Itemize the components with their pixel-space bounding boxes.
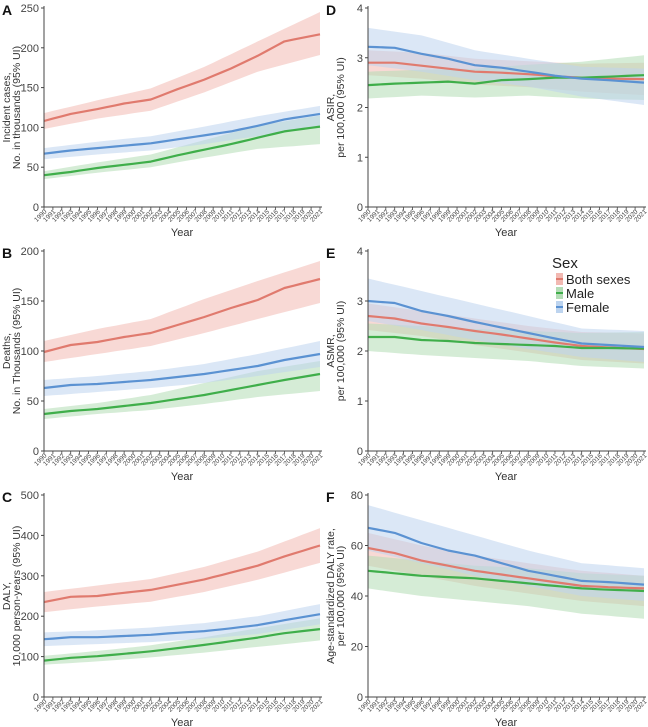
panel-C-female-line [43, 613, 321, 641]
panel-C-both-line [43, 544, 321, 604]
panel-F-y-tick-label: 0 [357, 692, 363, 704]
panel-C-y-tick-label: 400 [21, 530, 39, 542]
panel-A-y-tick-label: 250 [21, 3, 39, 15]
panel-C-both-ui-band [44, 528, 320, 613]
panel-B-y-tick-label: 0 [33, 446, 39, 458]
panel-E-y-label-line1: ASMR, [325, 334, 337, 367]
panel-F-y-tick-label: 40 [351, 591, 363, 603]
panel-C-y-tick-label: 0 [33, 692, 39, 704]
panel-B-y-label-line1: Deaths, [1, 333, 13, 369]
panel-B: 0501001502001990199119921993199419951996… [1, 245, 325, 483]
panel-C-y-label-line2: 10,000 person-years (95% UI) [11, 526, 23, 667]
panel-D-letter: D [326, 2, 336, 18]
panel-C-letter: C [2, 489, 12, 505]
panel-A-both-line [43, 33, 321, 123]
panel-A-y-tick-label: 0 [33, 202, 39, 214]
panel-B-y-tick-label: 50 [27, 396, 39, 408]
panel-B-letter: B [2, 245, 12, 261]
panel-B-y-label-line2: No. in Thousands (95% UI) [11, 288, 23, 414]
panel-A-x-label: Year [171, 227, 194, 239]
panel-A-y-label-line2: No. in thousands (95% UI) [11, 46, 23, 169]
panel-F-both-line [367, 546, 645, 590]
panel-D-y-tick-label: 2 [357, 103, 363, 115]
panel-E: 0123419901991199219931994199519961997199… [325, 245, 648, 483]
panel-A-y-tick-label: 100 [21, 122, 39, 134]
panel-B-both-line [43, 277, 321, 354]
panel-E-female-line [367, 299, 645, 349]
panel-E-y-tick-label: 4 [357, 246, 363, 258]
panel-F: 0204060801990199119921993199419951996199… [325, 489, 648, 727]
panel-B-female-line [43, 352, 321, 390]
legend-label-female: Female [566, 300, 609, 315]
panel-E-male-line [368, 335, 645, 350]
panel-F-female-ui-band [368, 505, 644, 601]
panel-D: 0123419901991199219931994199519961997199… [325, 2, 648, 239]
panel-A-y-label-line1: Incident cases, [1, 72, 13, 142]
panel-F-y-label-line1: Age-standardized DALY rate, [325, 528, 337, 664]
panel-A-y-tick-label: 50 [27, 162, 39, 174]
sex-legend: Sex Both sexes Male Female [552, 255, 631, 315]
panel-D-y-label-line1: ASIR, [325, 94, 337, 121]
panel-F-female-line [367, 526, 645, 586]
panel-F-y-tick-label: 60 [351, 541, 363, 553]
panel-E-y-label-line2: per 100,000 (95% UI) [335, 301, 347, 401]
panel-D-y-tick-label: 0 [357, 202, 363, 214]
panel-A-letter: A [2, 2, 12, 18]
legend-label-male: Male [566, 286, 594, 301]
panel-A-female-line [43, 112, 321, 155]
panel-F-letter: F [326, 489, 335, 505]
panel-E-y-tick-label: 2 [357, 346, 363, 358]
panel-D-y-tick-label: 3 [357, 53, 363, 65]
panel-B-y-tick-label: 100 [21, 346, 39, 358]
panel-D-female-ui-band [368, 27, 644, 105]
panel-E-letter: E [326, 245, 335, 261]
panel-E-x-label: Year [495, 471, 518, 483]
panel-E-y-tick-label: 0 [357, 446, 363, 458]
panel-F-y-label-line2: per 100,000 (95% UI) [335, 546, 347, 646]
panel-F-y-tick-label: 80 [351, 490, 363, 502]
panel-B-y-tick-label: 150 [21, 296, 39, 308]
panel-F-x-label: Year [495, 717, 518, 727]
panel-B-x-label: Year [171, 471, 194, 483]
panel-C-male-line [43, 628, 321, 662]
panel-D-y-label-line2: per 100,000 (95% UI) [335, 57, 347, 157]
panel-D-y-tick-label: 1 [357, 152, 363, 164]
panel-E-y-tick-label: 1 [357, 396, 363, 408]
panel-B-male-line [43, 372, 321, 416]
panel-D-y-tick-label: 4 [357, 3, 363, 15]
panel-A-y-tick-label: 150 [21, 83, 39, 95]
panel-C-y-tick-label: 200 [21, 611, 39, 623]
panel-E-y-tick-label: 3 [357, 296, 363, 308]
panel-B-both-ui-band [44, 261, 320, 362]
panel-C-x-label: Year [171, 717, 194, 727]
panel-A-y-tick-label: 200 [21, 43, 39, 55]
panel-F-male-ui-band [368, 555, 644, 619]
panel-A: 0501001502002501990199119921993199419951… [1, 2, 325, 239]
panel-C: 0100200300400500199019911992199319941995… [1, 489, 325, 727]
panel-C-y-label-line1: DALY, [1, 582, 13, 610]
panel-F-y-tick-label: 20 [351, 642, 363, 654]
legend-title: Sex [552, 255, 578, 272]
panel-C-y-tick-label: 300 [21, 571, 39, 583]
panel-D-x-label: Year [495, 227, 518, 239]
panel-D-both-line [368, 61, 645, 81]
panel-A-both-ui-band [44, 12, 320, 129]
panel-C-y-tick-label: 500 [21, 490, 39, 502]
panel-F-male-line [367, 569, 645, 593]
panel-B-y-tick-label: 200 [21, 246, 39, 258]
panel-D-male-line [367, 74, 645, 87]
panel-A-male-line [43, 125, 321, 177]
legend-label-both: Both sexes [566, 272, 631, 287]
panel-C-y-tick-label: 100 [21, 652, 39, 664]
panel-D-female-line [367, 45, 645, 84]
